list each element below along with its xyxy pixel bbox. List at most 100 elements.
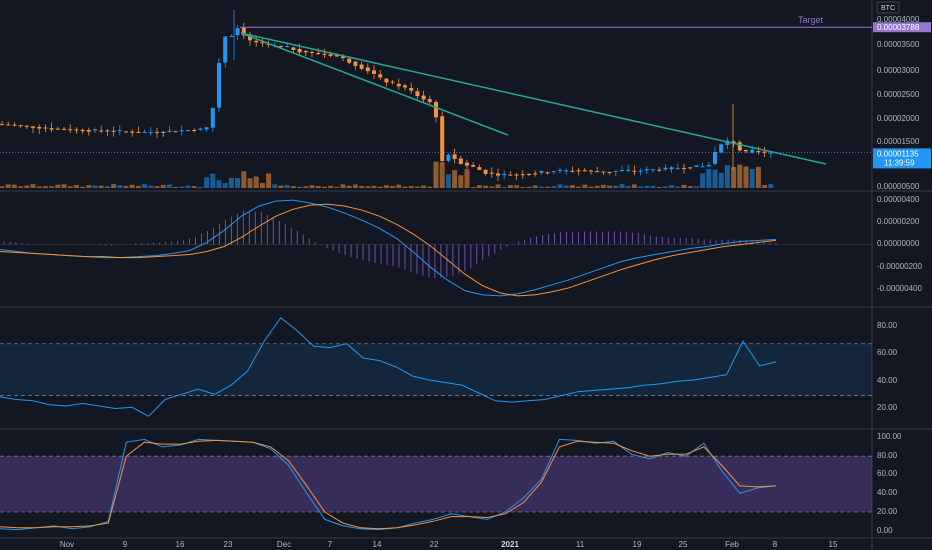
candle-body <box>744 149 748 152</box>
candle-body <box>595 171 600 173</box>
candle-body <box>620 170 624 172</box>
volume-bar <box>755 166 761 188</box>
time-axis-label: 9 <box>123 540 128 549</box>
stochastic-pane[interactable] <box>0 430 872 538</box>
volume-bar <box>55 184 61 188</box>
currency-badge[interactable] <box>876 1 900 14</box>
candle-body <box>489 172 494 174</box>
target-price-badge <box>873 22 931 33</box>
volume-bar <box>284 184 290 188</box>
candle-body <box>142 131 147 133</box>
volume-bar <box>501 186 507 188</box>
stochastic-axis-tick: 100.00 <box>877 432 902 441</box>
candle-body <box>601 171 606 173</box>
volume-bar <box>607 185 613 188</box>
candle-body <box>514 174 519 176</box>
macd-pane[interactable] <box>0 192 872 306</box>
price-axis-tick: 0.00000500 <box>877 182 920 191</box>
candle-body <box>396 83 401 87</box>
candle-body <box>37 126 42 129</box>
volume-bar <box>526 186 532 188</box>
volume-bar <box>210 173 216 188</box>
candle-body <box>161 131 166 133</box>
candle-body <box>688 167 693 169</box>
volume-bar <box>185 185 191 188</box>
time-axis-label: 8 <box>773 540 778 549</box>
candle-body <box>545 172 550 174</box>
candle-body <box>192 130 197 132</box>
volume-bar <box>638 186 644 188</box>
rsi-band-fill <box>0 343 872 396</box>
volume-bar <box>297 186 303 188</box>
volume-bar <box>737 164 743 188</box>
candle-body <box>353 61 358 66</box>
candle-body <box>750 149 755 153</box>
candle-body <box>390 81 395 83</box>
time-axis-label: 15 <box>829 540 838 549</box>
macd-axis-tick: 0.00000000 <box>877 239 920 248</box>
candle-body <box>725 140 730 145</box>
volume-bar <box>0 186 5 188</box>
candle-body <box>204 127 209 130</box>
trendline-long[interactable] <box>240 32 827 165</box>
candle-body <box>198 128 203 130</box>
volume-bar <box>768 184 774 188</box>
candle-body <box>111 130 116 132</box>
price-axis[interactable]: 0.00004000 0.00003500 0.00003000 0.00002500… <box>877 15 922 535</box>
volume-bar <box>582 184 588 188</box>
volume-bar <box>148 185 154 188</box>
volume-bar <box>507 185 513 188</box>
volume-bar <box>86 185 92 188</box>
macd-axis-tick: -0.00000400 <box>877 284 922 293</box>
volume-bar <box>421 185 427 188</box>
price-axis-tick: 0.00002500 <box>877 90 920 99</box>
volume-bar <box>433 161 439 188</box>
volume-bar <box>259 182 265 188</box>
volume-bar <box>197 186 203 188</box>
time-axis[interactable]: Nov 9 16 23 Dec 7 14 22 2021 11 19 25 Feb 8 15 <box>60 540 838 549</box>
volume-bar <box>166 184 172 188</box>
price-candles <box>0 10 773 182</box>
volume-bar <box>11 184 17 188</box>
candle-body <box>155 132 159 134</box>
volume-bar <box>656 186 662 188</box>
candle-body <box>651 169 655 171</box>
volume-bar <box>557 184 563 188</box>
price-pane[interactable] <box>0 0 872 190</box>
time-axis-label: 23 <box>224 540 233 549</box>
candle-body <box>675 168 680 170</box>
candle-body <box>74 129 79 131</box>
volume-bar <box>371 185 377 188</box>
volume-bar <box>470 186 476 188</box>
volume-bar <box>427 186 433 188</box>
candle-body <box>80 129 85 132</box>
volume-bar <box>303 186 309 188</box>
candle-body <box>421 95 426 100</box>
price-axis-tick: 0.00004000 <box>877 15 920 24</box>
candle-body <box>458 158 463 164</box>
volume-bar <box>191 186 197 188</box>
target-label: Target <box>798 15 824 25</box>
candle-body <box>558 169 562 171</box>
candle-body <box>173 131 178 133</box>
rsi-pane[interactable] <box>0 308 872 428</box>
candle-body <box>55 128 60 130</box>
candle-body <box>638 170 643 172</box>
bar-countdown: 11:39:59 <box>884 158 915 167</box>
stochastic-axis-tick: 40.00 <box>877 488 898 497</box>
volume-bar <box>532 185 538 188</box>
currency-label: BTC <box>881 5 895 12</box>
candle-body <box>372 70 376 74</box>
candle-body <box>99 130 104 132</box>
candle-body <box>18 125 23 127</box>
trendline-short[interactable] <box>240 32 509 136</box>
volume-bar <box>762 184 768 188</box>
volume-bar <box>650 185 656 188</box>
macd-axis-tick: 0.00000200 <box>877 217 920 226</box>
stochastic-axis-tick: 0.00 <box>877 526 893 535</box>
volume-bar <box>241 171 247 188</box>
volume-bar <box>92 185 98 188</box>
volume-bar <box>228 177 234 188</box>
volume-bar <box>377 186 383 188</box>
